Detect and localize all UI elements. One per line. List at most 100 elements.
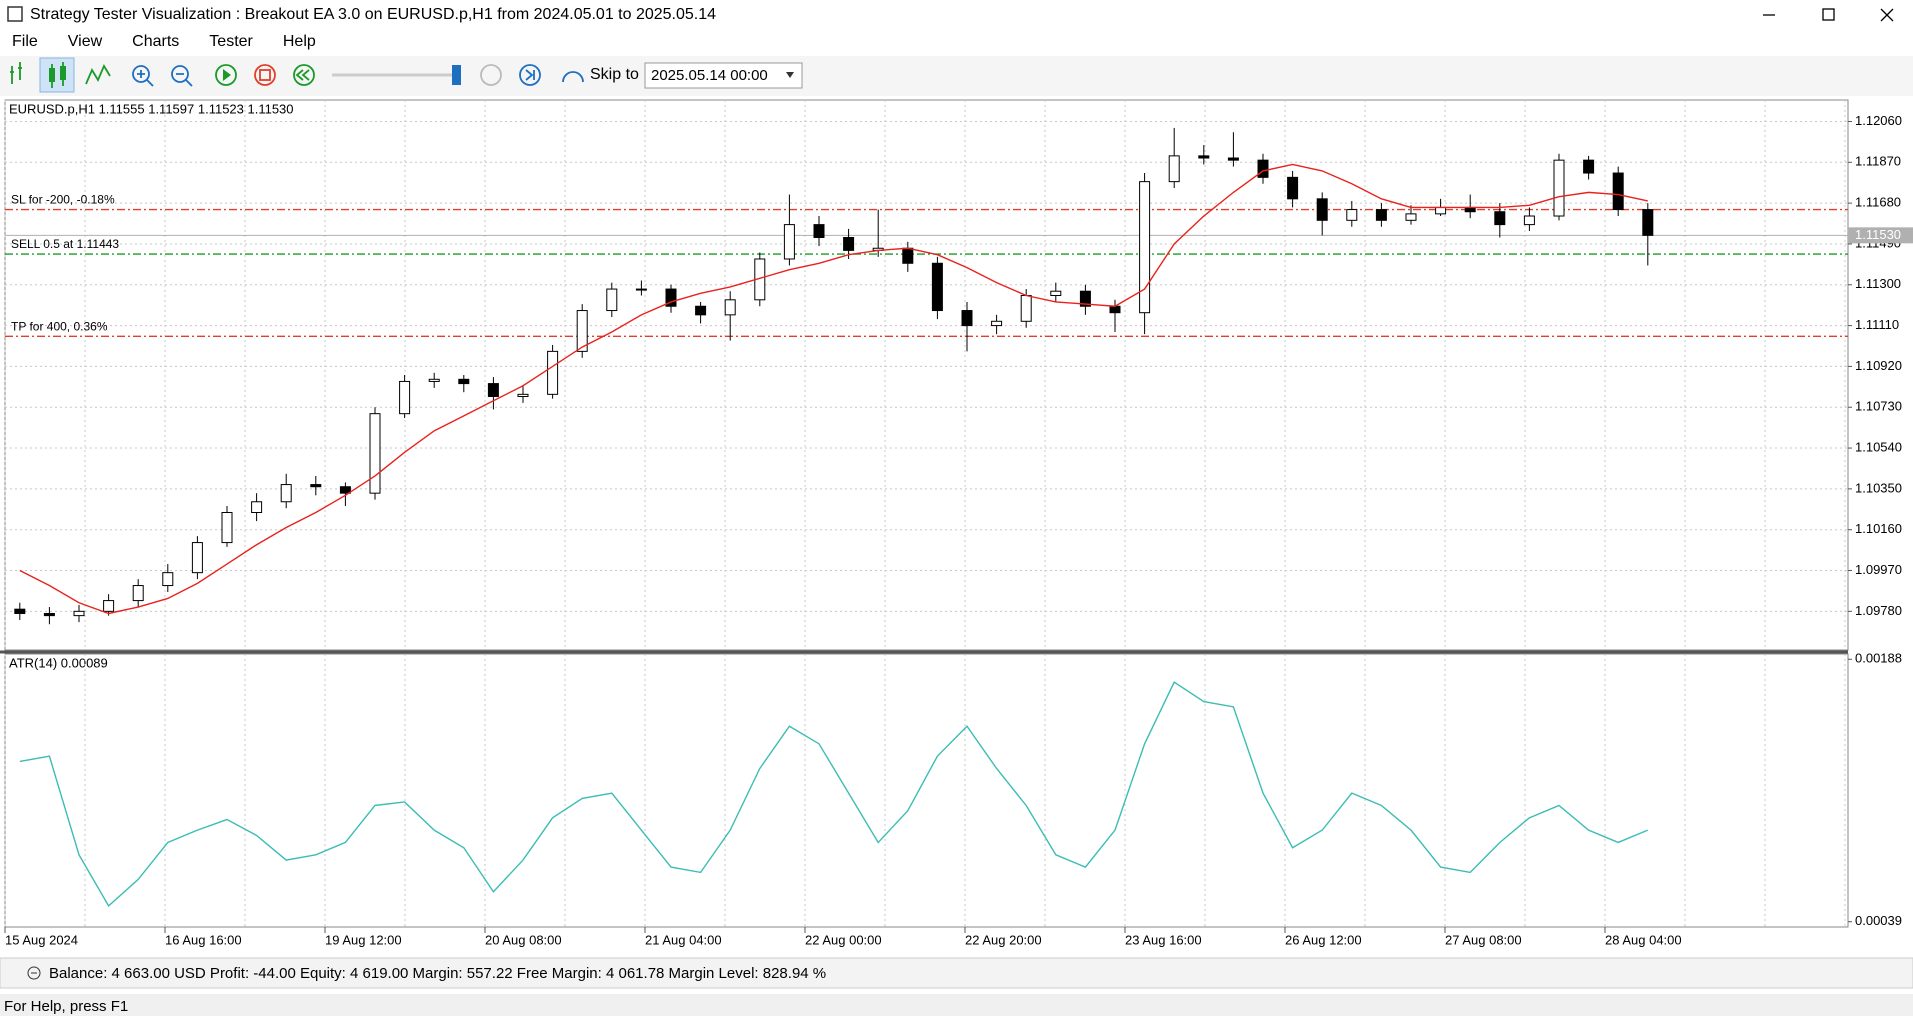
title-bar — [0, 0, 1913, 30]
y-tick-label: 1.10160 — [1855, 521, 1902, 536]
y-tick-label: 1.09780 — [1855, 603, 1902, 618]
x-tick-label: 16 Aug 16:00 — [165, 932, 242, 947]
menu-item[interactable]: Help — [283, 33, 316, 50]
candle-body — [695, 305, 707, 316]
x-tick-label: 21 Aug 04:00 — [645, 932, 722, 947]
y-tick-label: 1.10540 — [1855, 439, 1902, 454]
candle-body — [783, 224, 795, 260]
level-label: TP for 400, 0.36% — [11, 320, 108, 334]
account-bar — [0, 957, 1913, 989]
candle-body — [1553, 159, 1565, 217]
candle-body — [191, 542, 203, 574]
candle-body — [606, 288, 618, 312]
candle-body — [931, 262, 943, 312]
menu-item[interactable]: File — [12, 33, 38, 50]
current-price-box — [1848, 227, 1913, 244]
current-price-label: 1.11530 — [1855, 227, 1901, 242]
skip-label: Skip to — [590, 66, 639, 83]
candle-body — [280, 484, 292, 503]
candle-body — [665, 288, 677, 307]
skip-end-button[interactable] — [519, 64, 541, 86]
candle-body — [1583, 159, 1595, 174]
candle-body — [43, 612, 55, 617]
candle-body — [1109, 305, 1121, 314]
moving-average — [19, 163, 1648, 615]
candle-chart-button[interactable] — [39, 57, 75, 93]
candle-body — [1405, 213, 1417, 221]
menu-item[interactable]: View — [68, 33, 103, 50]
menu-item[interactable]: Tester — [209, 33, 253, 50]
date-dropdown[interactable] — [786, 72, 794, 78]
y-tick-label: 1.12060 — [1855, 113, 1902, 128]
candle-body — [132, 585, 144, 602]
candle-body — [310, 484, 322, 488]
candle-body — [73, 610, 85, 617]
level-label: SELL 0.5 at 1.11443 — [11, 237, 119, 251]
candle-body — [1287, 176, 1299, 200]
candle-body — [399, 380, 411, 415]
candle-body — [1079, 290, 1091, 307]
candle-body — [843, 237, 855, 251]
help-text: For Help, press F1 — [4, 998, 128, 1015]
skip-icon — [562, 71, 584, 83]
x-tick-label: 20 Aug 08:00 — [485, 932, 562, 947]
candle-body — [458, 378, 470, 385]
skip-date-field[interactable] — [644, 62, 803, 89]
candle-body — [1257, 159, 1269, 178]
candle-body — [1346, 209, 1358, 221]
window-title: Strategy Tester Visualization : Breakout… — [30, 6, 716, 23]
app-icon — [7, 6, 23, 22]
candle-body — [1227, 157, 1239, 161]
candle-body — [1198, 155, 1210, 159]
x-tick-label: 23 Aug 16:00 — [1125, 932, 1202, 947]
stop-button[interactable] — [254, 64, 276, 86]
collapse-icon[interactable] — [27, 966, 41, 980]
candle-body — [1642, 209, 1654, 236]
y-tick-label: 1.11300 — [1855, 276, 1901, 291]
rewind-button[interactable] — [293, 64, 315, 86]
speed-thumb[interactable] — [452, 65, 461, 85]
level-label: SL for -200, -0.18% — [11, 193, 115, 207]
candle-body — [1050, 290, 1062, 297]
candle-body — [428, 378, 440, 382]
y-tick-label: 0.00188 — [1855, 651, 1902, 666]
candle-body — [517, 393, 529, 397]
candle-body — [1523, 215, 1535, 226]
zoom-out-button[interactable] — [171, 65, 189, 83]
line-chart-button[interactable] — [85, 64, 111, 85]
x-tick-label: 22 Aug 00:00 — [805, 932, 882, 947]
maximize-button[interactable] — [1822, 8, 1835, 21]
candle-body — [14, 608, 26, 614]
candle-body — [724, 299, 736, 316]
candle-body — [576, 310, 588, 352]
x-tick-label: 15 Aug 2024 — [5, 932, 78, 947]
bar-chart-button[interactable] — [10, 62, 22, 84]
x-tick-label: 26 Aug 12:00 — [1285, 932, 1362, 947]
y-tick-label: 1.09970 — [1855, 562, 1902, 577]
toolbar — [0, 56, 1913, 96]
y-tick-label: 1.10730 — [1855, 399, 1902, 414]
candle-body — [961, 310, 973, 327]
x-tick-label: 27 Aug 08:00 — [1445, 932, 1522, 947]
toolbar-icons — [10, 57, 584, 93]
candle-body — [1168, 155, 1180, 183]
menu-bar: File View Charts Tester Help — [12, 33, 316, 50]
play-button[interactable] — [215, 64, 237, 86]
candle-body — [1375, 209, 1387, 221]
menu-item[interactable]: Charts — [132, 33, 179, 50]
x-tick-label: 28 Aug 04:00 — [1605, 932, 1682, 947]
candle-body — [251, 501, 263, 513]
candle-body — [991, 320, 1003, 327]
candle-body — [635, 288, 647, 291]
y-tick-label: 1.11870 — [1855, 154, 1901, 169]
zoom-in-button[interactable] — [132, 65, 150, 83]
step-button[interactable] — [480, 64, 502, 86]
candle-body — [162, 572, 174, 587]
candle-body — [547, 350, 559, 395]
y-tick-label: 1.10350 — [1855, 480, 1902, 495]
close-button[interactable] — [1880, 8, 1894, 22]
atr-chart-title: ATR(14) 0.00089 — [9, 655, 108, 670]
candle-body — [1139, 181, 1151, 314]
